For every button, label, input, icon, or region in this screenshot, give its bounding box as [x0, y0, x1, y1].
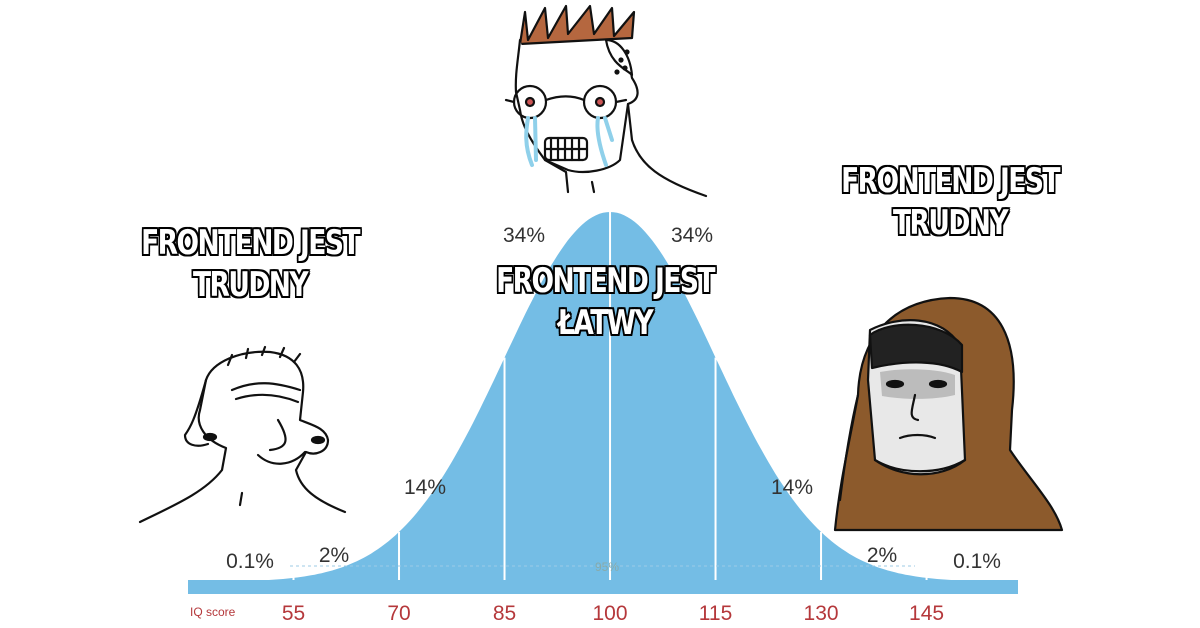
tick-label-85: 85 — [493, 602, 516, 625]
tick-label-100: 100 — [593, 602, 628, 625]
tick-label-115: 115 — [699, 602, 732, 625]
caption-middle-line-2: ŁATWY — [557, 303, 654, 343]
tick-label-55: 55 — [282, 602, 305, 625]
segment-label-4: 34% — [503, 224, 545, 247]
x-axis-ticks: 55 70 85 100 115 130 145 — [282, 602, 944, 625]
segment-label-6: 14% — [771, 476, 813, 499]
caption-left-line-2: TRUDNY — [192, 265, 309, 305]
caption-middle: FRONTEND JEST ŁATWY — [480, 260, 730, 344]
caption-middle-line-1: FRONTEND JEST — [496, 261, 715, 301]
segment-label-3: 14% — [404, 476, 446, 499]
caption-right: FRONTEND JEST TRUDNY — [825, 160, 1075, 244]
x-axis-bar — [188, 580, 1018, 594]
caption-left: FRONTEND JEST TRUDNY — [125, 222, 375, 306]
tick-label-70: 70 — [387, 602, 410, 625]
segment-label-8: 0.1% — [953, 550, 1001, 573]
x-axis-label: IQ score — [190, 605, 236, 619]
tick-label-130: 130 — [804, 602, 839, 625]
smug-wojak-drawing — [138, 345, 347, 524]
ninety-five-label: 95% — [595, 560, 619, 574]
crying-nerd-wojak-drawing — [504, 4, 708, 198]
segment-label-7: 2% — [867, 544, 897, 567]
caption-right-line-1: FRONTEND JEST — [841, 161, 1060, 201]
segment-label-5: 34% — [671, 224, 713, 247]
bell-curve-area — [188, 212, 1018, 582]
caption-right-line-2: TRUDNY — [892, 203, 1009, 243]
tick-label-145: 145 — [909, 602, 944, 625]
segment-label-1: 0.1% — [226, 550, 274, 573]
segment-label-2: 2% — [319, 544, 349, 567]
caption-left-line-1: FRONTEND JEST — [141, 223, 360, 263]
hooded-monk-drawing — [833, 296, 1064, 532]
